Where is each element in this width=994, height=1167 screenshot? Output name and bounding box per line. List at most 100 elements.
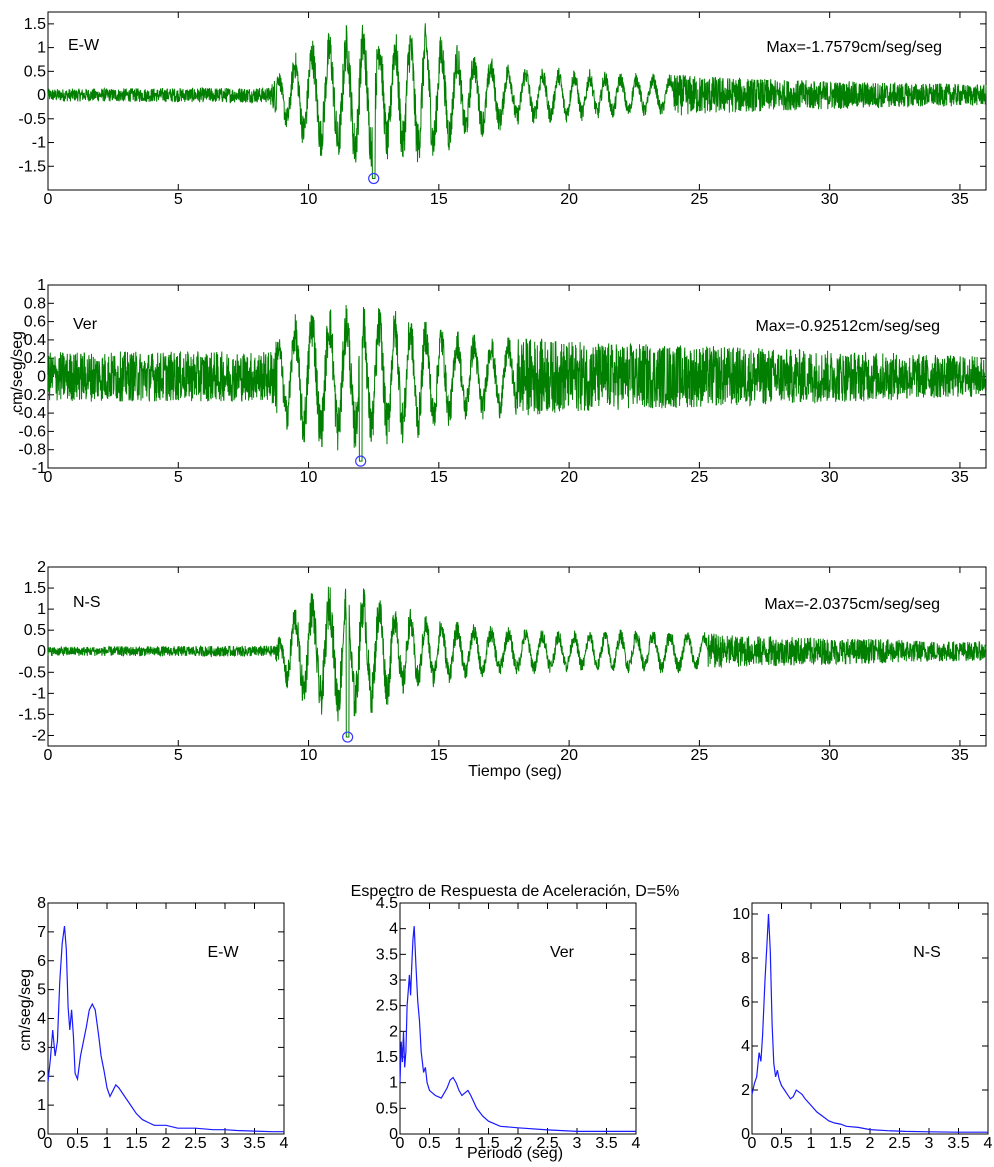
- x-tick-label: 20: [560, 469, 578, 486]
- axes-frame: [751, 902, 989, 1135]
- y-tick-label: -0.5: [18, 111, 46, 128]
- y-tick-label: -0.6: [18, 423, 46, 440]
- y-tick-label: 0.5: [24, 622, 46, 639]
- x-tick-label: 1.5: [829, 1135, 851, 1152]
- x-tick-label: 0: [44, 1135, 53, 1152]
- component-label: N-S: [913, 944, 941, 961]
- x-tick-label: 15: [430, 191, 448, 208]
- component-label: Ver: [550, 944, 575, 961]
- x-tick-label: 2.5: [536, 1135, 558, 1152]
- x-tick-label: 1: [455, 1135, 464, 1152]
- x-tick-label: 10: [300, 747, 318, 764]
- x-tick-label: 2: [514, 1135, 523, 1152]
- x-tick-label: 25: [690, 747, 708, 764]
- x-tick-label: 15: [430, 469, 448, 486]
- spectrum-title: Espectro de Respuesta de Aceleración, D=…: [351, 883, 680, 900]
- component-label: Ver: [73, 316, 98, 333]
- y-tick-label: 1: [37, 1097, 46, 1114]
- axes-frame: [47, 902, 285, 1135]
- x-tick-label: 3.5: [243, 1135, 265, 1152]
- x-tick-label: 1: [103, 1135, 112, 1152]
- y-tick-label: 8: [37, 895, 46, 912]
- y-tick-label: 0.5: [24, 63, 46, 80]
- x-tick-label: 2.5: [184, 1135, 206, 1152]
- y-tick-label: 4: [741, 1038, 750, 1055]
- ew-accel-panel: 0 5 10 15 20 25 30 35 1.5 1 0.5 0 -0.5 -1 -1.5 Max=-1.7…: [18, 11, 987, 208]
- y-tick-label: 0: [389, 1126, 398, 1143]
- x-tick-label: 3: [221, 1135, 230, 1152]
- y-tick-label: 2: [741, 1082, 750, 1099]
- y-tick-label: 1.5: [24, 580, 46, 597]
- y-tick-label: -0.2: [18, 387, 46, 404]
- y-tick-label: -1.5: [18, 158, 46, 175]
- ns-spectrum-panel: 0 0.5 1 1.5 2 2.5 3 3.5 4 10 8 6 4 2 0 N-S: [732, 902, 993, 1152]
- x-tick-label: 3: [573, 1135, 582, 1152]
- x-tick-label: 2: [162, 1135, 171, 1152]
- ver-accel-panel: 0 5 10 15 20 25 30 3510.80.60.40.20-0.2-0.4-0.6…: [18, 277, 987, 486]
- y-tick-label: 3.5: [376, 946, 398, 963]
- y-tick-label: -1: [32, 460, 46, 477]
- max-value-label: Max=-2.0375cm/seg/seg: [764, 596, 940, 613]
- x-tick-label: 5: [174, 469, 183, 486]
- x-tick-label: 5: [174, 191, 183, 208]
- y-tick-label: -1.5: [18, 706, 46, 723]
- x-tick-label: 3.5: [595, 1135, 617, 1152]
- x-tick-label: 0: [44, 747, 53, 764]
- y-tick-label: 0: [37, 87, 46, 104]
- ew-spectrum-panel: 0 0.5 1 1.5 2 2.5 3 3.5 4 8 7 6 5 4 3 2 1 0 E-W: [37, 895, 288, 1152]
- y-tick-label: -1: [32, 135, 46, 152]
- time-xlabel: Tiempo (seg): [468, 763, 562, 780]
- x-tick-label: 35: [951, 191, 969, 208]
- x-tick-label: 35: [951, 747, 969, 764]
- ver-spectrum-panel: 0 0.5 1 1.5 2 2.5 3 3.5 4 4.5 4 3.5 3 2.5 2 1.5 1 0.5 0 Ver: [376, 895, 641, 1152]
- y-tick-label: 0.5: [376, 1100, 398, 1117]
- y-tick-label: 4: [389, 921, 398, 938]
- x-tick-label: 3.5: [947, 1135, 969, 1152]
- y-tick-label: 10: [732, 906, 750, 923]
- y-tick-label: 1: [37, 277, 46, 294]
- x-tick-label: 20: [560, 747, 578, 764]
- x-tick-label: 2.5: [888, 1135, 910, 1152]
- y-tick-label: 6: [37, 953, 46, 970]
- x-tick-label: 0.5: [770, 1135, 792, 1152]
- peak-marker: [342, 731, 354, 743]
- y-tick-label: 0.2: [24, 350, 46, 367]
- y-tick-label: 4.5: [376, 895, 398, 912]
- x-tick-label: 5: [174, 747, 183, 764]
- y-tick-label: 2: [389, 1023, 398, 1040]
- y-tick-label: 6: [741, 994, 750, 1011]
- y-tick-label: 8: [741, 950, 750, 967]
- component-label: E-W: [68, 37, 100, 54]
- max-value-label: Max=-0.92512cm/seg/seg: [755, 318, 940, 335]
- x-tick-label: 30: [821, 191, 839, 208]
- y-tick-label: 4: [37, 1011, 46, 1028]
- x-tick-label: 0: [396, 1135, 405, 1152]
- x-tick-label: 1.5: [477, 1135, 499, 1152]
- y-tick-label: 0: [741, 1126, 750, 1143]
- max-value-label: Max=-1.7579cm/seg/seg: [766, 39, 942, 56]
- spectrum-curve: [399, 926, 636, 1132]
- y-tick-label: 1: [389, 1075, 398, 1092]
- y-tick-label: 3: [389, 972, 398, 989]
- axes-frame: [399, 902, 637, 1135]
- axes-frame: [47, 11, 987, 191]
- x-tick-label: 25: [690, 191, 708, 208]
- y-tick-label: 0: [37, 369, 46, 386]
- x-tick-label: 10: [300, 469, 318, 486]
- y-tick-label: 7: [37, 924, 46, 941]
- period-xlabel: Periodo (seg): [467, 1145, 563, 1162]
- peak-marker: [355, 455, 367, 467]
- y-tick-label: 0: [37, 643, 46, 660]
- y-tick-label: 2: [37, 1068, 46, 1085]
- x-tick-label: 4: [632, 1135, 641, 1152]
- y-tick-label: -0.4: [18, 405, 46, 422]
- y-tick-label: -2: [32, 727, 46, 744]
- y-tick-label: 1: [37, 601, 46, 618]
- component-label: E-W: [207, 944, 239, 961]
- x-tick-label: 30: [821, 469, 839, 486]
- x-tick-label: 0: [748, 1135, 757, 1152]
- x-tick-label: 3: [925, 1135, 934, 1152]
- x-tick-label: 15: [430, 747, 448, 764]
- y-tick-label: 5: [37, 982, 46, 999]
